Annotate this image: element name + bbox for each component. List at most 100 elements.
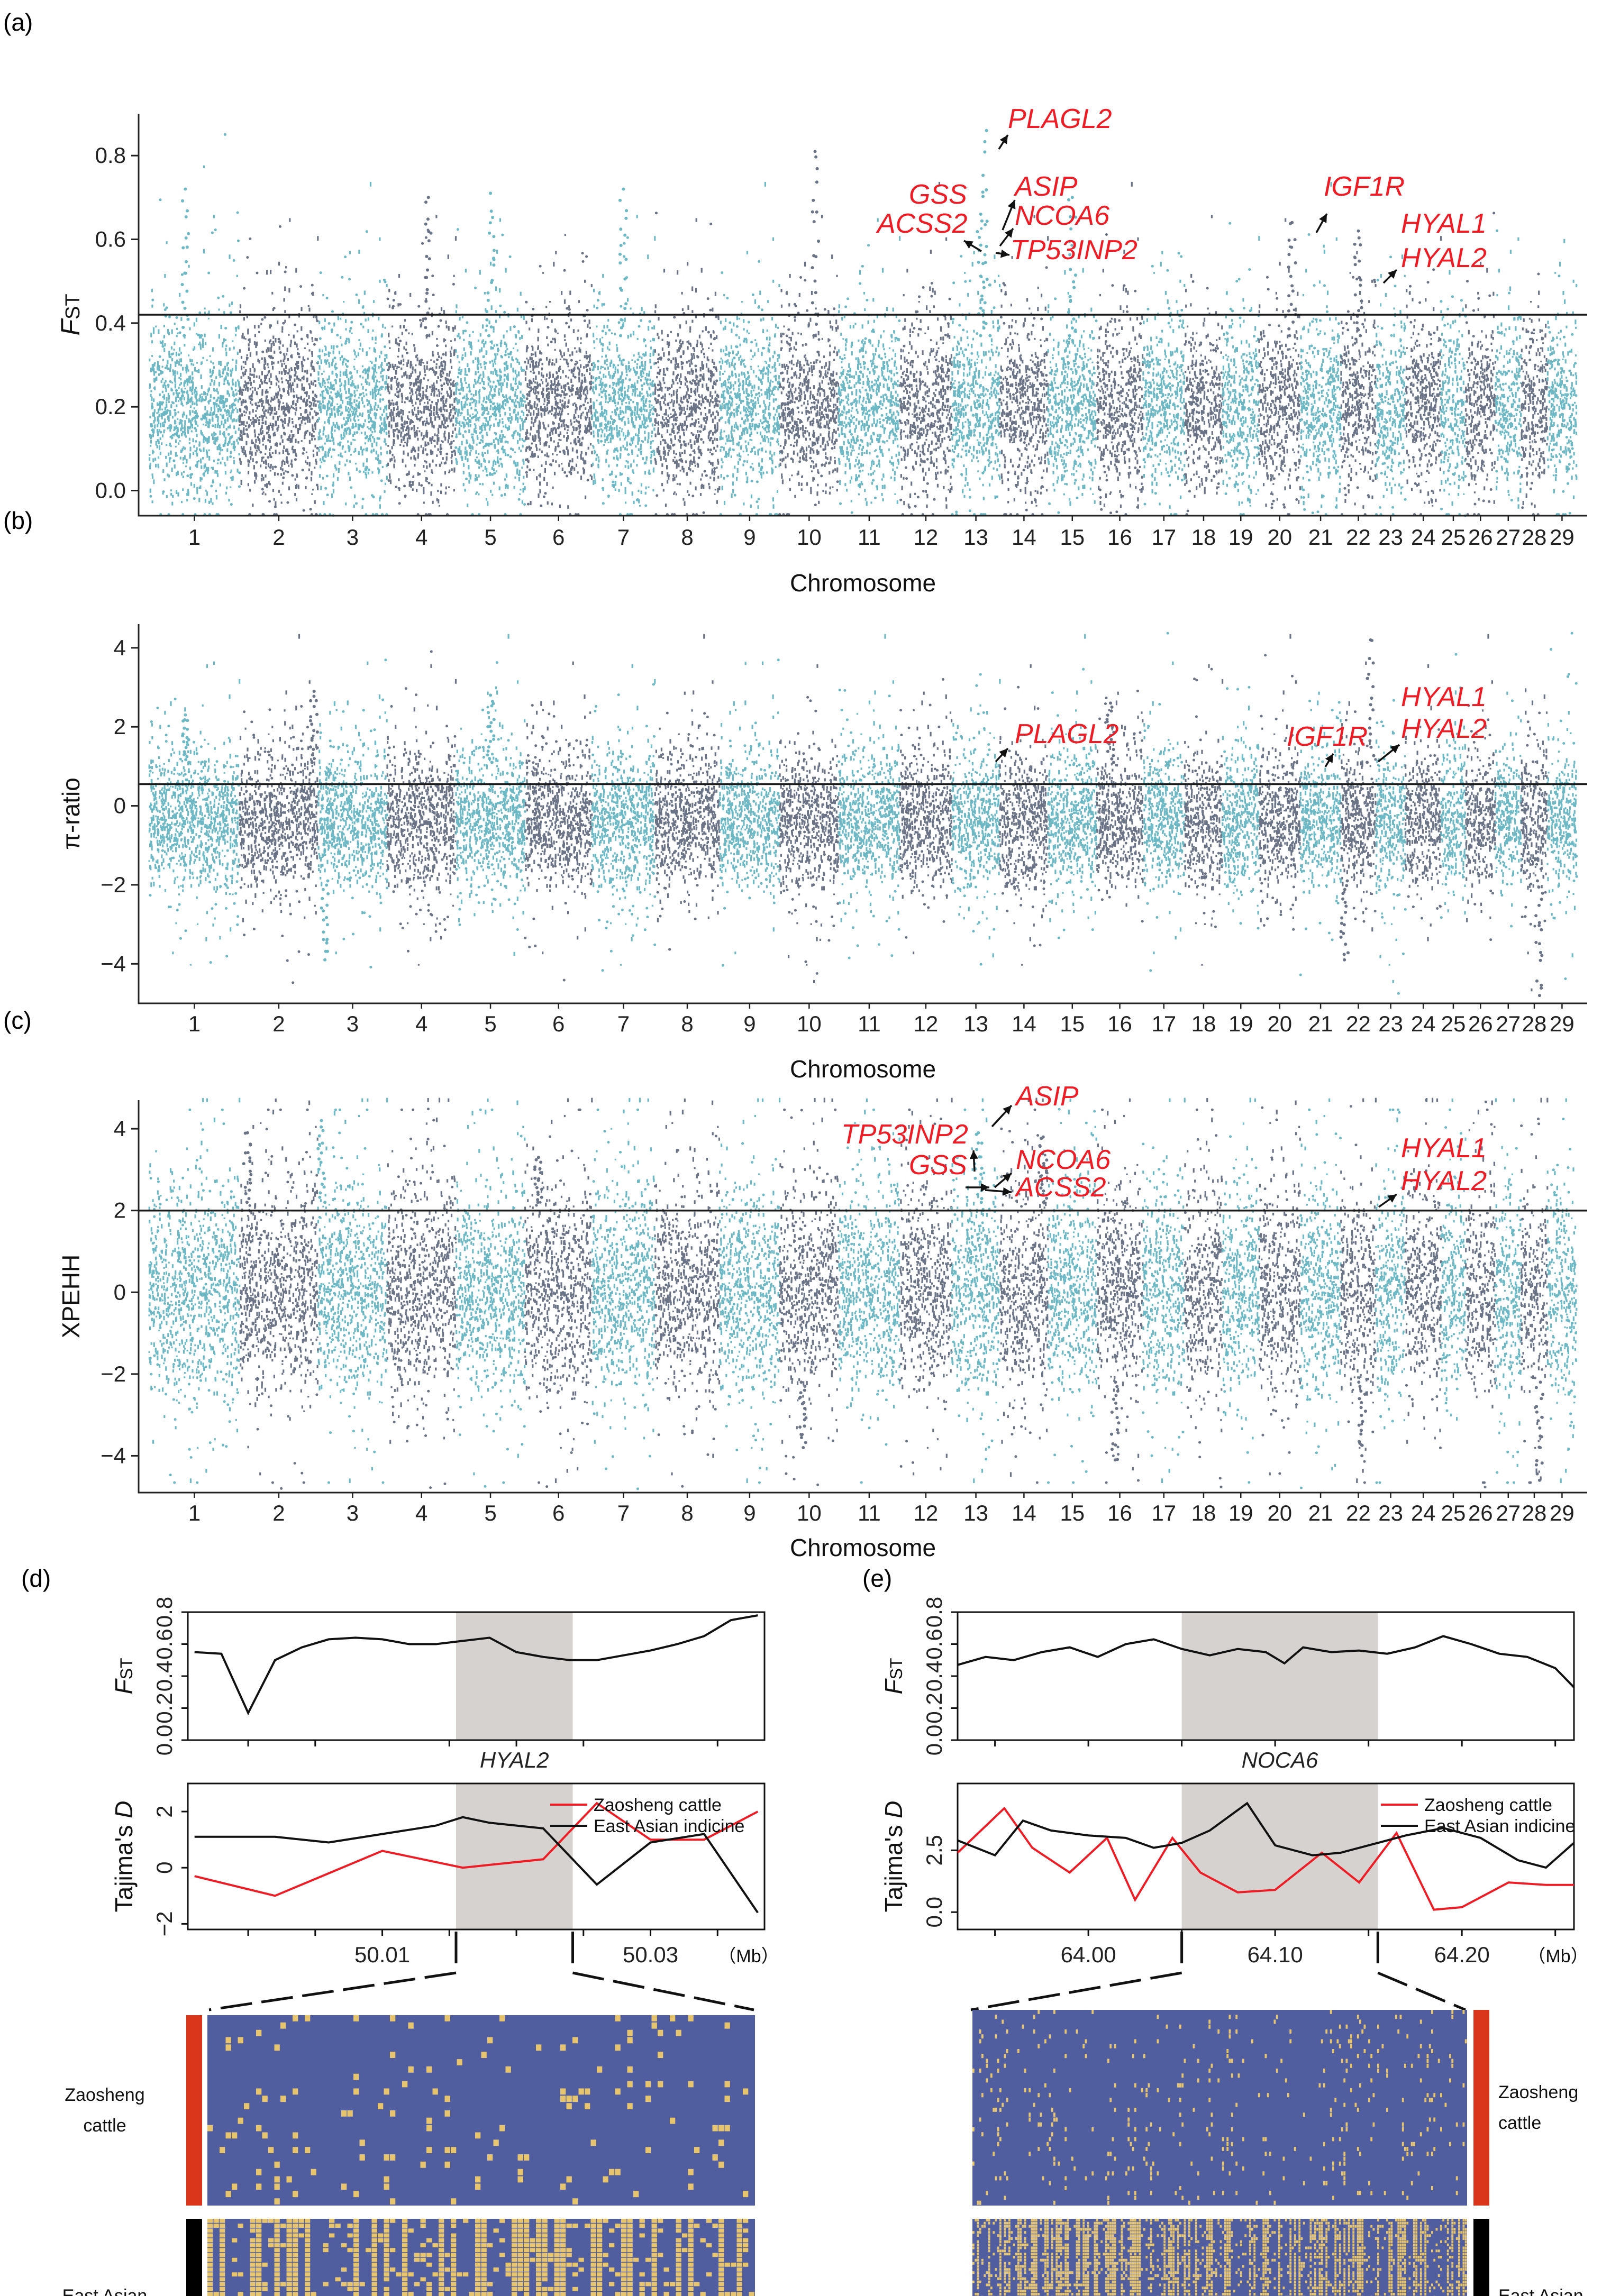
chr-3-outliers: [317, 230, 388, 517]
gene-label-tp53inp2: TP53INP2: [1011, 235, 1137, 266]
chr-label-6: 6: [552, 1011, 565, 1036]
gene-label-tp53inp2: TP53INP2: [841, 1119, 968, 1150]
y-tick-label: −2: [101, 872, 126, 897]
chr-label-16: 16: [1107, 525, 1132, 550]
chr-1-outliers: [149, 1108, 241, 1484]
chr-10-points: [779, 215, 840, 504]
y-tick-label: 2.5: [922, 1835, 946, 1865]
chr-11-points: [838, 1098, 901, 1421]
peak-3: [486, 693, 496, 764]
chr-3-outliers: [318, 658, 389, 968]
chr-label-15: 15: [1060, 1011, 1085, 1036]
arrow-head: [1390, 745, 1399, 754]
group-bar-zaosheng: [186, 2015, 202, 2206]
panel-label-e: (e): [862, 1565, 892, 1592]
chr-16-outliers: [1096, 233, 1144, 516]
chr-12-outliers: [898, 1108, 951, 1468]
chr-28-outliers: [1520, 1118, 1549, 1484]
chr-label-20: 20: [1267, 1501, 1292, 1525]
y-tick-label: 0.0: [95, 478, 126, 503]
peak-4: [320, 879, 330, 962]
chr-25-points: [1440, 690, 1467, 915]
arrow-head: [964, 241, 973, 249]
chr-label-23: 23: [1378, 1501, 1403, 1525]
arrow-head: [999, 135, 1008, 144]
chr-12-points: [899, 181, 953, 509]
chr-label-2: 2: [272, 525, 285, 550]
chr-13-outliers: [951, 227, 999, 516]
chr-label-11: 11: [858, 525, 881, 550]
chr-label-26: 26: [1468, 525, 1493, 550]
highlight-region: [1181, 1783, 1378, 1929]
chr-6-outliers: [525, 252, 591, 516]
chr-11-outliers: [838, 689, 900, 959]
peak-10: [424, 196, 433, 337]
peak-2: [1037, 1135, 1049, 1204]
gene-label-acss2: ACSS2: [1014, 1172, 1106, 1203]
series-fst: [194, 1614, 758, 1716]
chr-13-points: [951, 679, 1001, 958]
chr-label-6: 6: [552, 1501, 565, 1525]
chr-24-outliers: [1406, 268, 1439, 516]
peak-1: [973, 1131, 984, 1204]
zoom-connector-left: [208, 1932, 458, 2011]
chr-label-8: 8: [681, 1011, 693, 1036]
peak-7: [1105, 701, 1116, 764]
chr-24-points: [1405, 1097, 1442, 1444]
y-tick-label: 0.4: [95, 310, 126, 335]
chr-10-outliers: [781, 696, 840, 975]
chr-11-points: [838, 634, 901, 922]
y-axis-title: XPEHH: [57, 1255, 85, 1338]
xpehh-points: [148, 1097, 1578, 1490]
group-label-line: cattle: [1498, 2113, 1541, 2133]
gene-label-ncoa6: NCOA6: [1015, 200, 1109, 231]
chr-label-18: 18: [1191, 1011, 1216, 1036]
gene-label-gss: GSS: [909, 179, 967, 210]
chr-label-8: 8: [681, 1501, 693, 1525]
chr-24-outliers: [1404, 1169, 1442, 1449]
chr-label-19: 19: [1228, 1501, 1253, 1525]
chr-18-points: [1184, 664, 1224, 966]
chr-27-points: [1494, 691, 1522, 907]
e-fst-plot: 0.00.20.40.60.8 FST NOCA6: [880, 1597, 1575, 1772]
chr-29-outliers: [1547, 1118, 1577, 1451]
chr-23-outliers: [1375, 1108, 1406, 1484]
y-axis-title: Tajima's D: [110, 1801, 138, 1913]
chr-9-outliers: [719, 260, 781, 516]
highlight-region: [456, 1612, 573, 1740]
chr-label-2: 2: [272, 1501, 285, 1525]
gene-label-hyal2: HYAL2: [1401, 714, 1487, 744]
peak-8: [1357, 1380, 1367, 1458]
chr-2-points: [239, 218, 319, 507]
chr-26-points: [1464, 634, 1496, 922]
chr-8-points: [654, 218, 721, 507]
chr-3-points: [317, 181, 388, 509]
chr-14-outliers: [998, 266, 1049, 516]
series-zaosheng-cattle: [194, 1801, 759, 1897]
chr-label-21: 21: [1308, 1011, 1333, 1036]
chr-25-outliers: [1440, 295, 1467, 517]
chr-9-outliers: [718, 1142, 781, 1484]
chr-label-7: 7: [617, 525, 630, 550]
chr-8-points: [654, 634, 721, 922]
arrow-head: [1000, 249, 1009, 258]
manhattan-fst-panel: 1 2 3 4 5 6 7 8 9 10 11 12 13 14 15 16 17 18 19 20 21 22 23 24 2…: [56, 104, 1587, 597]
peak-5: [1353, 229, 1363, 337]
chr-label-21: 21: [1308, 1501, 1333, 1525]
chr-label-23: 23: [1378, 1011, 1403, 1036]
y-tick-label: 0.2: [922, 1693, 946, 1723]
x-unit-label: （Mb）: [1527, 1946, 1588, 1966]
y-tick-label: 0: [152, 1862, 177, 1874]
peak-6: [1109, 1380, 1121, 1462]
highlight-region: [1181, 1612, 1378, 1740]
fst-axes: 1 2 3 4 5 6 7 8 9 10 11 12 13 14 15 16 17 18 19 20 21 22 23 24 2…: [56, 114, 1587, 597]
chr-23-points: [1375, 254, 1406, 498]
chr-label-25: 25: [1441, 525, 1466, 550]
y-tick-label: 0: [114, 793, 126, 818]
chr-2-points: [239, 1098, 319, 1476]
chr-label-27: 27: [1496, 1011, 1521, 1036]
chr-5-points: [455, 634, 526, 956]
chr-25-points: [1440, 270, 1467, 506]
chr-label-25: 25: [1441, 1011, 1466, 1036]
